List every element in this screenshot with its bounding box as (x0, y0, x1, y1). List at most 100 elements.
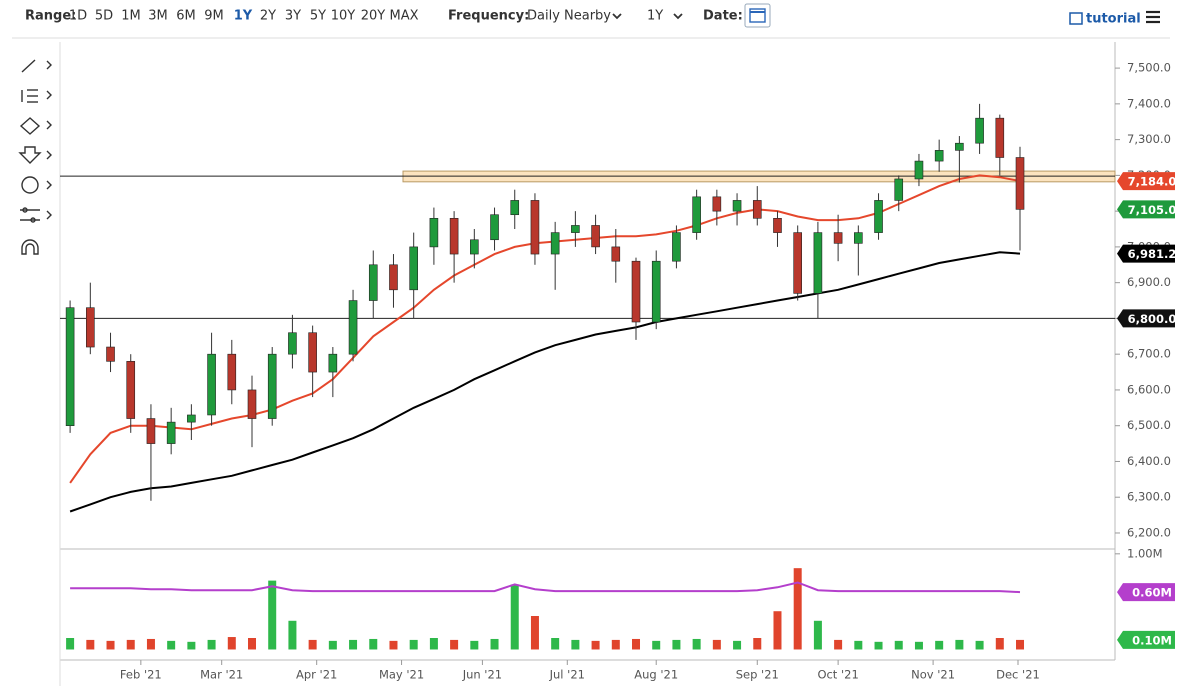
chevron (612, 13, 622, 20)
range-button[interactable]: MAX (389, 9, 418, 24)
candle-body (146, 418, 156, 444)
y-tick-label: 6,400.0 (1127, 454, 1171, 468)
volume-ma-badge: 0.60M (1132, 586, 1172, 600)
volume-ma-badge-bg (1117, 583, 1175, 602)
candle-body (914, 160, 924, 180)
candle-body (571, 225, 580, 233)
candle-body (227, 353, 237, 391)
x-tick-label: Jul '21 (549, 668, 585, 682)
candle-body (732, 200, 742, 212)
y-tick-label: 7,500.0 (1127, 61, 1171, 75)
range-button[interactable]: 3M (148, 9, 168, 24)
volume-bar (328, 640, 337, 650)
candle-body (490, 214, 499, 241)
ma200-badge: 6,981.2 (1128, 247, 1177, 261)
volume-tick-label: 1.00M (1127, 546, 1163, 560)
volume-bar (106, 640, 115, 650)
volume-bar (450, 639, 459, 650)
range-button[interactable]: 10Y (331, 9, 356, 24)
tool-note[interactable] (21, 176, 52, 194)
frequency-label: Frequency: (448, 9, 529, 24)
volume-bar (672, 639, 681, 650)
tool-shape[interactable] (19, 117, 52, 135)
tool-fib[interactable] (21, 89, 52, 103)
menu-button[interactable] (1146, 10, 1160, 24)
volume-bar (813, 620, 822, 650)
x-tick-label: Dec '21 (996, 668, 1040, 682)
tool-line[interactable] (21, 59, 52, 73)
tool-magnet[interactable] (21, 239, 39, 255)
drawing-tools (18, 59, 52, 255)
volume-bar (146, 638, 155, 650)
candle-body (712, 196, 722, 212)
tutorial-text[interactable]: tutorial (1086, 12, 1141, 27)
candle-body (389, 264, 398, 291)
x-tick-label: May '21 (379, 668, 424, 682)
candle-body (106, 346, 115, 362)
volume-bar (894, 640, 903, 650)
x-tick-label: Feb '21 (120, 668, 162, 682)
period-select[interactable]: 1Y (647, 9, 663, 24)
candle-body (288, 332, 297, 355)
tool-arrow[interactable] (18, 146, 52, 164)
candle-body (207, 353, 216, 416)
volume-bar (753, 638, 762, 650)
candle-body (348, 300, 358, 355)
volume-bar (854, 640, 863, 650)
x-tick-label: Jun '21 (462, 668, 502, 682)
candle-body (1015, 157, 1025, 210)
calendar-button[interactable] (744, 3, 771, 28)
range-label: Range: (25, 9, 76, 24)
volume-average (70, 581, 1021, 594)
tool-measure[interactable] (20, 207, 52, 223)
x-tick-label: Sep '21 (736, 668, 779, 682)
candle-body (449, 217, 459, 255)
volume-bar (409, 639, 418, 650)
candle-body (187, 414, 196, 423)
candle-body (894, 178, 904, 201)
y-tick-label: 6,900.0 (1127, 275, 1171, 289)
volume-bar (611, 639, 620, 650)
range-button[interactable]: 20Y (361, 9, 386, 24)
y-tick-label: 6,300.0 (1127, 490, 1171, 504)
range-button[interactable]: 2Y (260, 9, 276, 24)
candle-body (631, 260, 641, 323)
volume-bar (369, 638, 378, 650)
range-button[interactable]: 1Y (234, 9, 253, 24)
volume-bar (793, 568, 802, 650)
volume-bar (86, 639, 95, 650)
candle-body (975, 117, 984, 144)
toolbar: Range: 1D 5D 1M 3M 6M 9M 1Y 2Y 3Y 5Y 10Y 20Y MAX Fre… (12, 3, 1170, 39)
candle-body (833, 232, 843, 244)
line-badge-bg (1117, 309, 1175, 328)
volume-bar (692, 638, 701, 650)
volume-bar (712, 639, 721, 650)
range-button[interactable]: 5D (95, 9, 113, 24)
moving-average (69, 251, 1021, 513)
candle-body (591, 225, 600, 248)
tutorial-link[interactable]: tutorial (1069, 12, 1141, 27)
range-button[interactable]: 9M (204, 9, 224, 24)
frequency-select[interactable]: Daily Nearby (527, 9, 611, 24)
volume-bar (995, 638, 1004, 650)
range-button[interactable]: 1D (69, 9, 87, 24)
y-tick-label: 7,300.0 (1127, 132, 1171, 146)
candle-body (773, 217, 782, 233)
volume-bar (470, 640, 479, 650)
volume-bar (935, 640, 944, 650)
candle-body (65, 307, 75, 427)
range-button[interactable]: 5Y (310, 9, 326, 24)
date-label: Date: (703, 9, 743, 24)
volume-bar (834, 639, 843, 650)
chevron (673, 13, 683, 20)
candle-body (166, 421, 176, 444)
range-button[interactable]: 3Y (285, 9, 301, 24)
volume-badge: 0.10M (1132, 633, 1172, 647)
volume-bar (308, 639, 317, 650)
ma200-badge-bg (1117, 244, 1175, 263)
range-button[interactable]: 6M (176, 9, 196, 24)
candle-body (328, 353, 338, 373)
x-tick-label: Apr '21 (296, 668, 337, 682)
range-button[interactable]: 1M (121, 9, 141, 24)
